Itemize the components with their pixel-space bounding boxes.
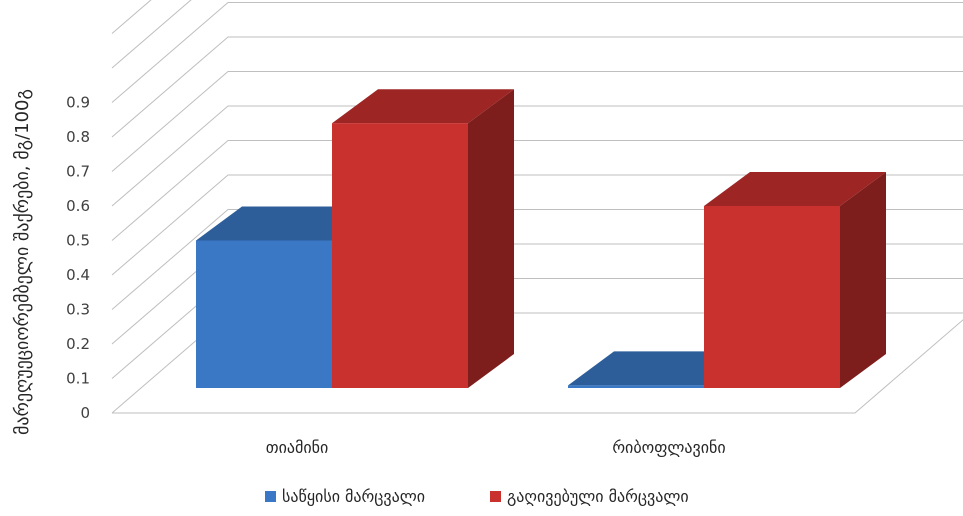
gridline	[111, 0, 152, 34]
legend-item: საწყისი მარცვალი	[265, 487, 425, 506]
bar-front	[704, 206, 840, 388]
bar-top	[704, 172, 886, 206]
legend: საწყისი მარცვალი გაღივებული მარცვალი	[265, 487, 689, 506]
gridlines	[111, 0, 963, 414]
y-tick-label: 0.1	[66, 370, 90, 388]
gridline	[111, 105, 963, 207]
bar	[332, 89, 514, 388]
bar-side	[840, 172, 886, 388]
legend-swatch	[265, 491, 276, 502]
y-tick-label: 0.2	[66, 335, 90, 353]
gridline	[111, 2, 963, 103]
x-category-label: თიამინი	[266, 438, 329, 457]
floor-edge	[112, 319, 963, 414]
y-tick-label: 0.9	[66, 94, 90, 112]
y-axis-label: მარეღუეციორემბელი შაქრები, მგ/100გ	[12, 89, 33, 435]
y-tick-label: 0.4	[66, 266, 90, 284]
bar-top	[332, 89, 514, 124]
gridline	[111, 0, 192, 69]
y-tick-label: 0	[80, 404, 90, 422]
bar-front	[196, 240, 332, 388]
y-axis-ticks: 0 0.1 0.2 0.3 0.4 0.5 0.6 0.7 0.8 0.9	[66, 94, 90, 423]
bar-front	[568, 385, 704, 388]
bar-front	[332, 123, 468, 388]
gridline	[111, 36, 963, 138]
x-category-label: რიბოფლავინი	[612, 438, 725, 457]
gridline	[111, 140, 963, 241]
gridline	[111, 174, 963, 276]
y-tick-label: 0.6	[66, 197, 90, 215]
y-tick-label: 0.5	[66, 232, 90, 250]
legend-item: გაღივებული მარცვალი	[490, 487, 689, 506]
legend-label: გაღივებული მარცვალი	[507, 487, 689, 506]
bar	[704, 172, 886, 388]
legend-swatch	[490, 491, 501, 502]
y-tick-label: 0.3	[66, 301, 90, 319]
y-tick-label: 0.8	[66, 128, 90, 146]
legend-label: საწყისი მარცვალი	[282, 487, 425, 506]
bar-side	[468, 89, 514, 388]
bars	[196, 89, 886, 388]
y-tick-label: 0.7	[66, 163, 90, 181]
gridline	[111, 71, 963, 172]
x-axis-categories: თიამინი რიბოფლავინი	[266, 438, 726, 457]
